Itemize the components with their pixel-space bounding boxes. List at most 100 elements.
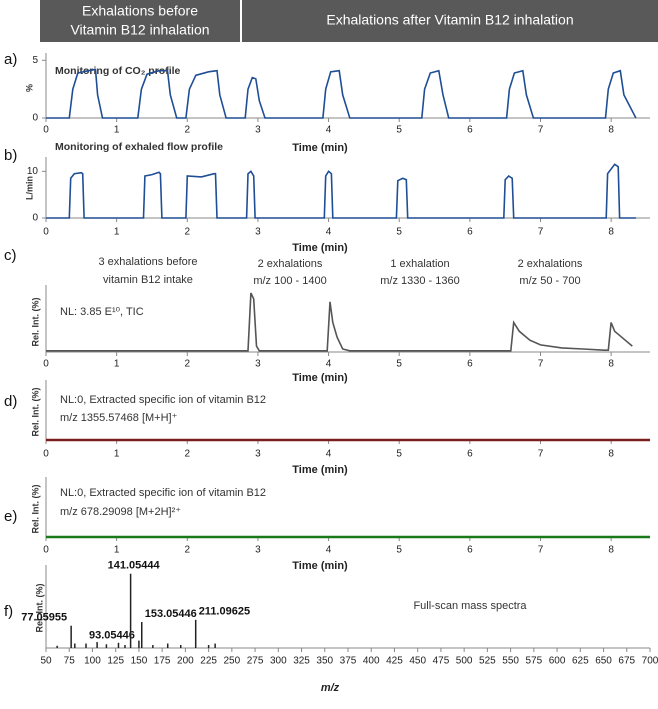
x-tick-label: 600	[549, 656, 566, 667]
y-axis-label: Rel. Int. (%)	[30, 484, 40, 533]
x-tick-label: 200	[177, 656, 194, 667]
x-tick-label: 6	[467, 545, 473, 556]
x-tick-label: 3	[255, 449, 261, 460]
x-tick-label: 500	[456, 656, 473, 667]
annotation: NL:0, Extracted specific ion of vitamin …	[60, 394, 266, 406]
x-tick-label: 3	[255, 545, 261, 556]
x-axis-label: Time (min)	[292, 372, 348, 384]
annotation: Full-scan mass spectra	[413, 600, 527, 612]
y-axis-label: Rel. Int. (%)	[30, 387, 40, 436]
peak-label: 77.05955	[21, 612, 67, 624]
x-tick-label: 450	[409, 656, 426, 667]
annotation: vitamin B12 intake	[103, 274, 193, 286]
x-tick-label: 125	[107, 656, 124, 667]
peak-label: 141.05444	[108, 560, 161, 572]
y-tick-label: 5	[32, 55, 38, 66]
panel-letter: c)	[4, 247, 17, 264]
x-tick-label: 3	[255, 359, 261, 370]
data-line	[46, 68, 637, 119]
x-tick-label: 3	[255, 227, 261, 238]
x-tick-label: 0	[43, 359, 49, 370]
x-tick-label: 1	[114, 125, 120, 136]
x-tick-label: 0	[43, 545, 49, 556]
y-tick-label: 10	[27, 166, 39, 177]
x-tick-label: 8	[608, 545, 614, 556]
x-tick-label: 7	[538, 227, 544, 238]
x-tick-label: 5	[396, 125, 402, 136]
x-tick-label: 7	[538, 359, 544, 370]
data-line	[46, 163, 636, 219]
annotation: m/z 100 - 1400	[253, 275, 326, 287]
x-tick-label: 250	[224, 656, 241, 667]
x-tick-label: 325	[293, 656, 310, 667]
x-axis-label: m/z	[321, 682, 340, 694]
x-tick-label: 700	[642, 656, 658, 667]
x-tick-label: 300	[270, 656, 287, 667]
x-tick-label: 8	[608, 449, 614, 460]
x-axis-label: Time (min)	[292, 464, 348, 476]
x-tick-label: 175	[154, 656, 171, 667]
x-tick-label: 225	[200, 656, 217, 667]
x-tick-label: 3	[255, 125, 261, 136]
annotation: m/z 678.29098 [M+2H]²⁺	[60, 506, 181, 518]
y-axis-label: Rel. Int. (%)	[30, 297, 40, 346]
panel-letter: f)	[4, 603, 13, 620]
x-tick-label: 6	[467, 125, 473, 136]
x-tick-label: 0	[43, 449, 49, 460]
x-tick-label: 1	[114, 227, 120, 238]
annotation: m/z 50 - 700	[519, 275, 580, 287]
x-tick-label: 150	[131, 656, 148, 667]
y-axis-label: L/min	[24, 176, 34, 200]
x-tick-label: 675	[618, 656, 635, 667]
peak-label: 93.05446	[89, 629, 135, 641]
x-tick-label: 0	[43, 125, 49, 136]
x-tick-label: 650	[595, 656, 612, 667]
x-axis-label: Time (min)	[292, 560, 348, 572]
x-tick-label: 4	[326, 359, 332, 370]
x-tick-label: 7	[538, 545, 544, 556]
header-box	[242, 0, 658, 42]
x-tick-label: 1	[114, 449, 120, 460]
annotation: 2 exhalations	[258, 258, 323, 270]
header-text: Exhalations after Vitamin B12 inhalation	[326, 12, 573, 28]
x-tick-label: 4	[326, 449, 332, 460]
panel-letter: d)	[4, 393, 17, 410]
panel-title: Monitoring of exhaled flow profile	[55, 141, 223, 153]
x-tick-label: 0	[43, 227, 49, 238]
x-tick-label: 6	[467, 449, 473, 460]
annotation: NL: 3.85 E¹⁰, TIC	[60, 306, 144, 318]
x-tick-label: 1	[114, 545, 120, 556]
y-tick-label: 0	[32, 113, 38, 124]
x-tick-label: 5	[396, 545, 402, 556]
x-tick-label: 7	[538, 449, 544, 460]
x-tick-label: 1	[114, 359, 120, 370]
y-axis-label: Rel. Int. (%)	[34, 583, 44, 632]
x-axis-label: Time (min)	[292, 242, 348, 254]
x-tick-label: 2	[185, 359, 191, 370]
annotation: m/z 1330 - 1360	[380, 275, 460, 287]
y-tick-label: 0	[32, 213, 38, 224]
annotation: 3 exhalations before	[98, 256, 197, 268]
x-tick-label: 2	[185, 125, 191, 136]
x-axis-label: Time (min)	[292, 142, 348, 154]
x-tick-label: 7	[538, 125, 544, 136]
x-tick-label: 6	[467, 227, 473, 238]
y-axis-label: %	[24, 84, 34, 92]
x-tick-label: 5	[396, 227, 402, 238]
annotation: 2 exhalations	[518, 258, 583, 270]
peak-label: 211.09625	[199, 606, 250, 618]
x-tick-label: 475	[433, 656, 450, 667]
x-tick-label: 425	[386, 656, 403, 667]
x-tick-label: 5	[396, 449, 402, 460]
panel-letter: b)	[4, 147, 17, 164]
x-tick-label: 375	[340, 656, 357, 667]
x-tick-label: 2	[185, 545, 191, 556]
x-tick-label: 4	[326, 227, 332, 238]
x-tick-label: 350	[316, 656, 333, 667]
x-tick-label: 525	[479, 656, 496, 667]
annotation: m/z 1355.57468 [M+H]⁺	[60, 412, 178, 424]
panel-letter: a)	[4, 51, 17, 68]
annotation: 1 exhalation	[390, 258, 449, 270]
header-text: Vitamin B12 inhalation	[70, 22, 209, 38]
